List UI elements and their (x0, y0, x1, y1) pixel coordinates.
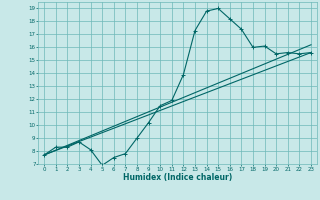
X-axis label: Humidex (Indice chaleur): Humidex (Indice chaleur) (123, 173, 232, 182)
